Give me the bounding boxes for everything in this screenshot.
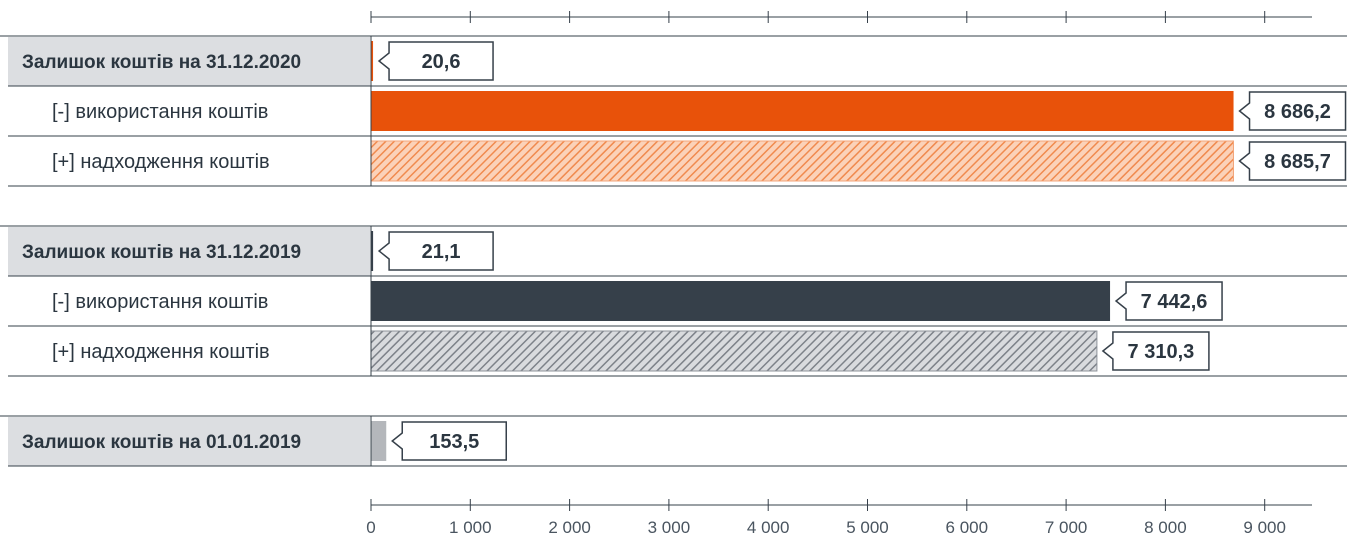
value-label: 7 442,6 [1141,291,1208,313]
value-callout [1114,281,1223,321]
x-tick-label: 9 000 [1243,518,1286,537]
balance-label-bg [8,417,370,466]
flow-row-label: [+] надходження коштів [52,341,270,363]
flow-row-label: [-] використання коштів [52,291,268,313]
value-callout [377,41,494,81]
bar-rows: Залишок коштів на 31.12.2020 20,6 [-] вико… [0,35,1347,467]
x-tick-label: 1 000 [449,518,492,537]
value-label: 20,6 [422,51,461,73]
value-callout [377,231,494,271]
bar [370,140,1234,182]
flow-row-label: [-] використання коштів [52,101,268,123]
balance-label-bg [8,227,370,276]
x-tick-label: 7 000 [1045,518,1088,537]
x-tick-label: 5 000 [846,518,889,537]
value-label: 7 310,3 [1128,341,1195,363]
value-label: 8 686,2 [1264,101,1331,123]
x-tick-label: 4 000 [747,518,790,537]
bar [371,421,387,461]
value-label: 21,1 [422,241,461,263]
value-callout [391,421,507,461]
balance-row-label: Залишок коштів на 31.12.2020 [22,52,301,73]
x-tick-label: 3 000 [648,518,691,537]
top-axis [370,11,1312,23]
value-label: 153,5 [429,431,479,453]
balance-label-bg [8,37,370,86]
bottom-axis: 0 1 000 2 000 3 000 4 000 5 000 6 000 7 000 8 00… [366,499,1312,537]
bar [370,330,1098,372]
flow-row-label: [+] надходження коштів [52,151,270,173]
x-tick-label: 2 000 [548,518,591,537]
balance-row-label: Залишок коштів на 31.12.2019 [22,242,301,263]
x-tick-label: 6 000 [946,518,989,537]
balance-row-label: Залишок коштів на 01.01.2019 [22,432,301,453]
value-callout [1238,91,1347,131]
value-callout [1101,331,1210,371]
value-callout [1238,141,1347,181]
bar [371,91,1234,131]
bar [371,41,374,81]
x-tick-label: 0 [366,518,375,537]
bar [371,231,374,271]
bar [371,281,1111,321]
x-tick-label: 8 000 [1144,518,1187,537]
value-label: 8 685,7 [1264,151,1331,173]
